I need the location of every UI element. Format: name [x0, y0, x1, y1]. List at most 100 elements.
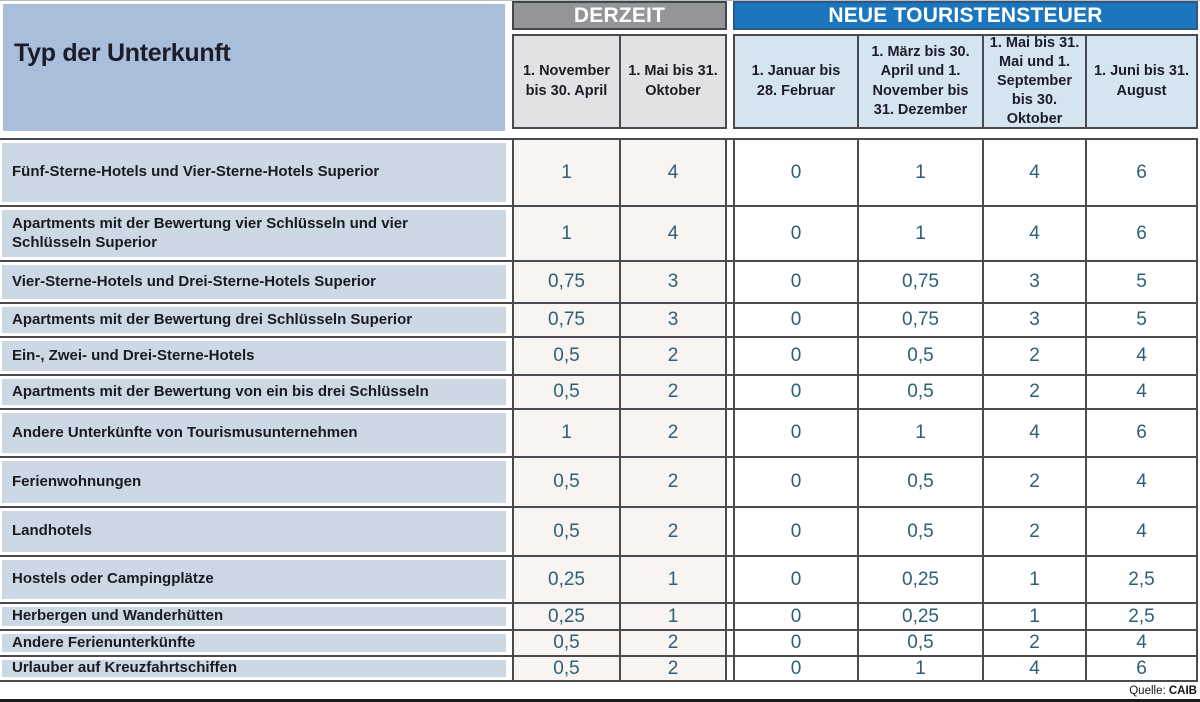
column-header-jan-feb: 1. Januar bis 28. Februar [733, 34, 859, 129]
table-row: Andere Unterkünfte von Tourismusunterneh… [0, 410, 1198, 458]
table-row: Andere Ferienunterkünfte 0,5 2 0 0,5 2 4 [0, 631, 1198, 657]
row-label: Andere Ferienunterkünfte [0, 631, 512, 655]
value-cell-neu-maerz-dez: 1 [859, 410, 984, 456]
value-cell-derzeit-sommer: 2 [621, 508, 727, 555]
row-label: Herbergen und Wanderhütten [0, 604, 512, 629]
value-cell-neu-juni-aug: 4 [1087, 338, 1198, 374]
value-cell-neu-jan-feb: 0 [733, 631, 859, 655]
column-gap [727, 140, 733, 205]
value-cell-neu-juni-aug: 2,5 [1087, 604, 1198, 629]
value-cell-derzeit-sommer: 2 [621, 410, 727, 456]
value-cell-neu-juni-aug: 6 [1087, 140, 1198, 205]
source-value: CAIB [1168, 685, 1197, 697]
value-cell-neu-mai-okt: 1 [984, 604, 1087, 629]
value-cell-neu-mai-okt: 3 [984, 262, 1087, 302]
value-cell-neu-maerz-dez: 1 [859, 140, 984, 205]
value-cell-derzeit-winter: 0,5 [512, 508, 621, 555]
column-gap [727, 604, 733, 629]
value-cell-derzeit-sommer: 2 [621, 338, 727, 374]
value-cell-neu-jan-feb: 0 [733, 376, 859, 408]
value-cell-derzeit-winter: 0,5 [512, 631, 621, 655]
value-cell-neu-maerz-dez: 0,5 [859, 631, 984, 655]
value-cell-neu-mai-okt: 2 [984, 338, 1087, 374]
column-gap [727, 508, 733, 555]
column-gap [727, 376, 733, 408]
value-cell-neu-jan-feb: 0 [733, 557, 859, 602]
value-cell-neu-jan-feb: 0 [733, 304, 859, 336]
column-header-mai-sep-okt: 1. Mai bis 31. Mai und 1. September bis … [984, 34, 1087, 129]
value-cell-neu-mai-okt: 2 [984, 508, 1087, 555]
value-cell-neu-maerz-dez: 0,5 [859, 458, 984, 506]
value-cell-derzeit-winter: 0,5 [512, 657, 621, 680]
table-row: Apartments mit der Bewertung drei Schlüs… [0, 304, 1198, 338]
value-cell-neu-jan-feb: 0 [733, 262, 859, 302]
row-label: Apartments mit der Bewertung vier Schlüs… [0, 207, 512, 260]
value-cell-neu-juni-aug: 5 [1087, 304, 1198, 336]
value-cell-neu-juni-aug: 6 [1087, 410, 1198, 456]
table-header: Typ der Unterkunft DERZEIT NEUE TOURISTE… [0, 1, 1200, 138]
value-cell-neu-jan-feb: 0 [733, 604, 859, 629]
value-cell-neu-maerz-dez: 0,5 [859, 376, 984, 408]
row-label: Landhotels [0, 508, 512, 555]
value-cell-neu-maerz-dez: 0,5 [859, 338, 984, 374]
title-panel: Typ der Unterkunft [3, 4, 505, 131]
table-row: Landhotels 0,5 2 0 0,5 2 4 [0, 508, 1198, 557]
value-cell-neu-jan-feb: 0 [733, 657, 859, 680]
table-row: Ferienwohnungen 0,5 2 0 0,5 2 4 [0, 458, 1198, 508]
value-cell-neu-maerz-dez: 1 [859, 207, 984, 260]
column-header-juni-aug: 1. Juni bis 31. August [1087, 34, 1198, 129]
value-cell-neu-jan-feb: 0 [733, 140, 859, 205]
value-cell-derzeit-winter: 0,75 [512, 262, 621, 302]
column-gap [727, 262, 733, 302]
column-header-maerz-apr-nov-dez: 1. März bis 30. April und 1. November bi… [859, 34, 984, 129]
source-label: Quelle: [1129, 685, 1166, 697]
table-row: Herbergen und Wanderhütten 0,25 1 0 0,25… [0, 604, 1198, 631]
value-cell-neu-jan-feb: 0 [733, 508, 859, 555]
table-row: Vier-Sterne-Hotels und Drei-Sterne-Hotel… [0, 262, 1198, 304]
value-cell-derzeit-sommer: 1 [621, 557, 727, 602]
value-cell-neu-juni-aug: 2,5 [1087, 557, 1198, 602]
value-cell-neu-maerz-dez: 0,25 [859, 604, 984, 629]
value-cell-derzeit-sommer: 2 [621, 631, 727, 655]
value-cell-derzeit-winter: 0,75 [512, 304, 621, 336]
value-cell-derzeit-sommer: 3 [621, 262, 727, 302]
row-label: Hostels oder Campingplätze [0, 557, 512, 602]
value-cell-neu-juni-aug: 4 [1087, 631, 1198, 655]
column-group-derzeit: DERZEIT [512, 1, 727, 30]
table-row: Urlauber auf Kreuzfahrtschiffen 0,5 2 0 … [0, 657, 1198, 682]
value-cell-derzeit-winter: 0,5 [512, 376, 621, 408]
column-gap [727, 304, 733, 336]
row-label: Andere Unterkünfte von Tourismusunterneh… [0, 410, 512, 456]
column-gap [727, 631, 733, 655]
value-cell-neu-juni-aug: 4 [1087, 376, 1198, 408]
value-cell-neu-maerz-dez: 0,75 [859, 262, 984, 302]
value-cell-neu-maerz-dez: 0,5 [859, 508, 984, 555]
value-cell-derzeit-sommer: 4 [621, 207, 727, 260]
value-cell-derzeit-winter: 0,25 [512, 604, 621, 629]
source-credit: Quelle: CAIB [1129, 685, 1197, 697]
column-gap [727, 657, 733, 680]
column-gap [727, 458, 733, 506]
value-cell-neu-juni-aug: 4 [1087, 458, 1198, 506]
value-cell-neu-maerz-dez: 0,25 [859, 557, 984, 602]
row-label: Apartments mit der Bewertung von ein bis… [0, 376, 512, 408]
row-label: Fünf-Sterne-Hotels und Vier-Sterne-Hotel… [0, 140, 512, 205]
value-cell-derzeit-winter: 1 [512, 140, 621, 205]
column-header-nov-apr: 1. November bis 30. April [512, 34, 621, 129]
value-cell-neu-mai-okt: 2 [984, 631, 1087, 655]
value-cell-derzeit-sommer: 2 [621, 376, 727, 408]
column-group-neue-touristensteuer: NEUE TOURISTENSTEUER [733, 1, 1198, 30]
row-label: Apartments mit der Bewertung drei Schlüs… [0, 304, 512, 336]
row-label: Ein-, Zwei- und Drei-Sterne-Hotels [0, 338, 512, 374]
value-cell-neu-mai-okt: 3 [984, 304, 1087, 336]
value-cell-neu-mai-okt: 2 [984, 376, 1087, 408]
row-label: Vier-Sterne-Hotels und Drei-Sterne-Hotel… [0, 262, 512, 302]
value-cell-derzeit-sommer: 2 [621, 657, 727, 680]
value-cell-derzeit-winter: 0,5 [512, 458, 621, 506]
value-cell-derzeit-winter: 0,5 [512, 338, 621, 374]
value-cell-neu-jan-feb: 0 [733, 410, 859, 456]
column-gap [727, 338, 733, 374]
value-cell-neu-maerz-dez: 0,75 [859, 304, 984, 336]
bottom-rule [0, 699, 1200, 702]
